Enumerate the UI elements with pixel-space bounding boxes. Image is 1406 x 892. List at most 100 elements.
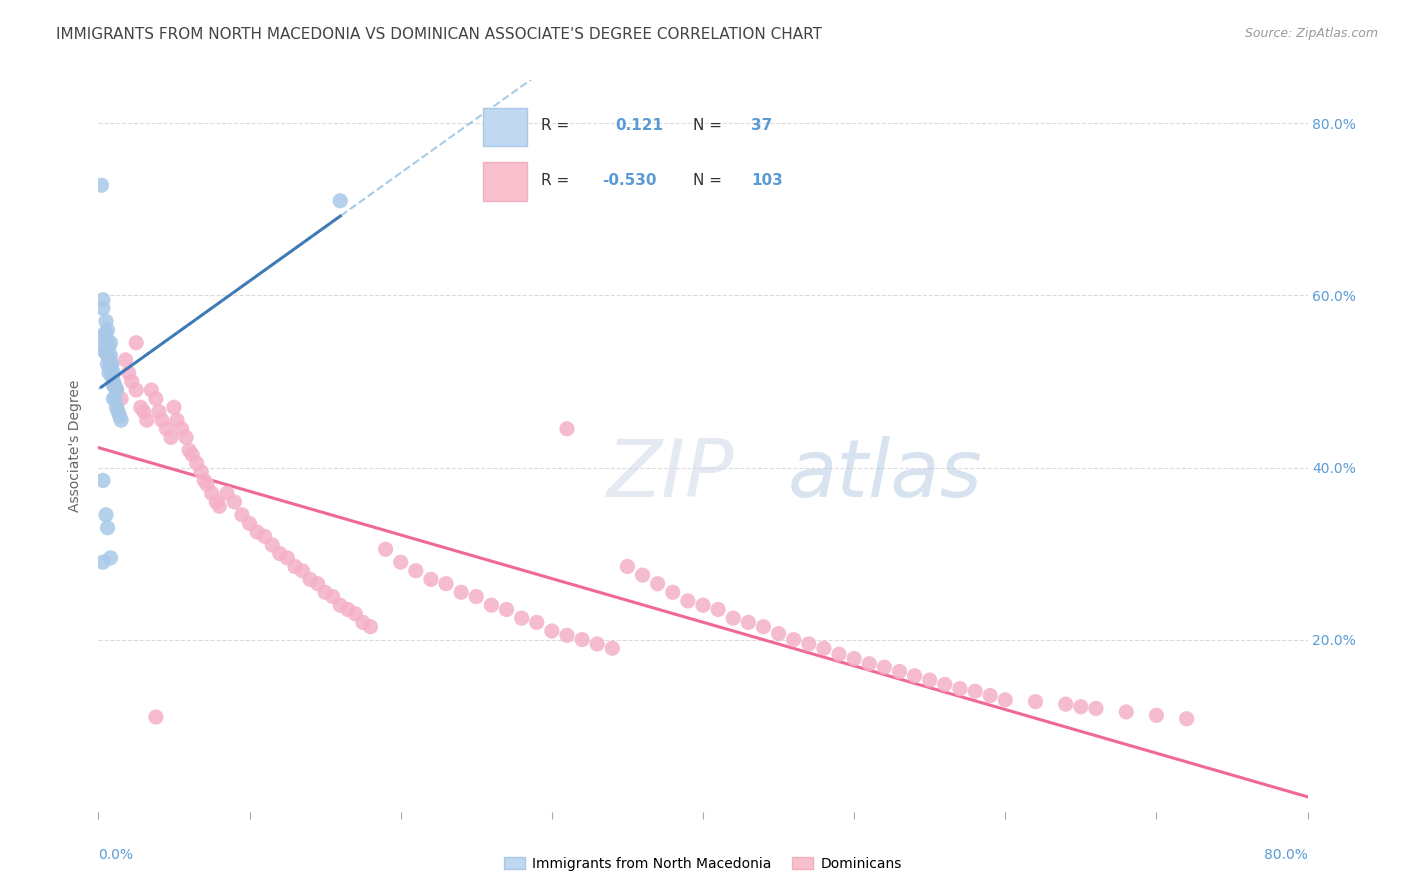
Point — [100, 335, 122, 350]
Point — [352, 615, 374, 630]
Point — [405, 564, 427, 578]
Point — [586, 637, 609, 651]
Point — [186, 456, 208, 470]
Point — [768, 626, 790, 640]
Point — [889, 665, 911, 679]
Point — [1054, 697, 1077, 711]
Text: 0.0%: 0.0% — [98, 848, 134, 863]
Point — [91, 555, 114, 569]
Point — [108, 409, 131, 423]
Point — [314, 585, 336, 599]
Point — [91, 293, 114, 307]
Point — [555, 628, 578, 642]
Point — [90, 178, 112, 193]
Point — [98, 353, 121, 368]
Point — [647, 576, 669, 591]
Point — [540, 624, 562, 638]
Point — [100, 550, 122, 565]
Point — [602, 641, 624, 656]
Point — [215, 486, 238, 500]
Point — [813, 641, 835, 656]
Point — [752, 620, 775, 634]
Point — [616, 559, 638, 574]
Point — [873, 660, 896, 674]
Point — [94, 344, 117, 359]
Point — [98, 340, 121, 354]
Point — [360, 620, 382, 634]
Point — [163, 401, 186, 415]
Point — [858, 657, 880, 671]
Point — [450, 585, 472, 599]
Point — [135, 413, 157, 427]
Point — [904, 669, 927, 683]
Point — [329, 598, 352, 612]
Point — [100, 357, 122, 371]
Point — [105, 383, 128, 397]
Point — [93, 335, 115, 350]
Point — [195, 477, 218, 491]
Point — [96, 335, 118, 350]
Point — [307, 576, 329, 591]
Point — [94, 508, 117, 522]
Point — [148, 404, 170, 418]
Point — [949, 681, 972, 696]
Point — [707, 602, 730, 616]
Point — [94, 314, 117, 328]
Point — [141, 383, 163, 397]
Point — [246, 524, 269, 539]
Point — [104, 392, 127, 406]
Point — [526, 615, 548, 630]
Point — [91, 301, 114, 316]
Point — [93, 344, 115, 359]
Point — [676, 594, 699, 608]
Point — [1070, 699, 1092, 714]
Point — [262, 538, 284, 552]
Text: ZIP: ZIP — [606, 436, 734, 515]
Point — [692, 598, 714, 612]
Point — [181, 448, 204, 462]
Point — [132, 404, 155, 418]
Point — [155, 422, 177, 436]
Point — [495, 602, 517, 616]
Point — [336, 602, 359, 616]
Point — [344, 607, 367, 621]
Point — [239, 516, 262, 531]
Point — [100, 361, 122, 376]
Point — [571, 632, 593, 647]
Point — [994, 693, 1017, 707]
Point — [125, 383, 148, 397]
Point — [96, 323, 118, 337]
Text: atlas: atlas — [787, 436, 983, 515]
Point — [205, 495, 228, 509]
Y-axis label: Associate's Degree: Associate's Degree — [69, 380, 83, 512]
Point — [98, 366, 121, 380]
Point — [291, 564, 314, 578]
Point — [94, 327, 117, 342]
Point — [190, 465, 212, 479]
Point — [101, 370, 124, 384]
Point — [965, 684, 987, 698]
Point — [129, 401, 152, 415]
Point — [100, 349, 122, 363]
Legend: Immigrants from North Macedonia, Dominicans: Immigrants from North Macedonia, Dominic… — [499, 851, 907, 876]
Point — [110, 392, 132, 406]
Point — [465, 590, 488, 604]
Point — [481, 598, 503, 612]
Point — [103, 366, 125, 380]
Point — [174, 430, 197, 444]
Point — [105, 401, 128, 415]
Point — [723, 611, 745, 625]
Point — [661, 585, 683, 599]
Point — [125, 335, 148, 350]
Point — [284, 559, 307, 574]
Point — [510, 611, 533, 625]
Point — [420, 573, 443, 587]
Point — [389, 555, 412, 569]
Point — [118, 366, 141, 380]
Point — [276, 550, 298, 565]
Point — [103, 378, 125, 392]
Point — [1144, 708, 1167, 723]
Point — [170, 422, 193, 436]
Point — [208, 500, 231, 514]
Point — [918, 673, 941, 687]
